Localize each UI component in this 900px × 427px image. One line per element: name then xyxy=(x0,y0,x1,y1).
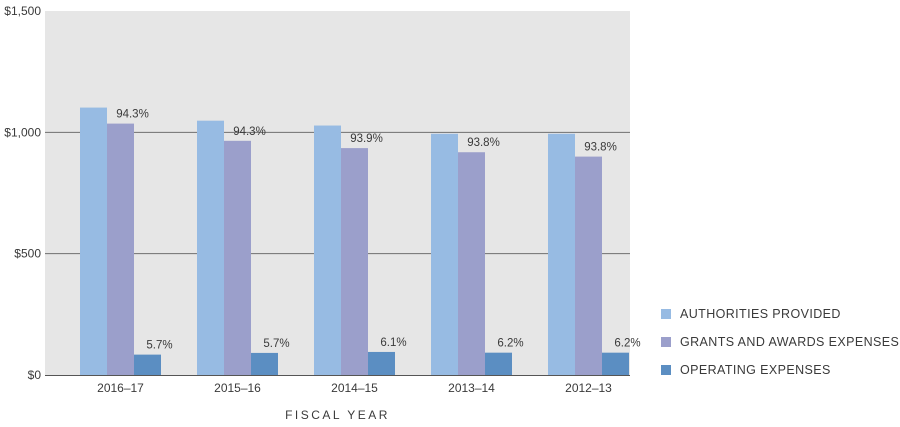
bar xyxy=(107,123,134,375)
legend-swatch-authorities xyxy=(661,309,671,319)
bar xyxy=(134,354,161,375)
y-tick-label: $500 xyxy=(14,247,41,261)
y-tick-label: $0 xyxy=(28,368,42,382)
bar xyxy=(224,140,251,375)
legend-item-operating: OPERATING EXPENSES xyxy=(661,356,899,384)
data-labels: 94.3% 5.7% 94.3% 5.7% 93.9% 6.1% 93.8% 6.2% 93.8… xyxy=(116,109,640,352)
data-label: 5.7% xyxy=(263,338,289,350)
x-tick-label: 2016–17 xyxy=(97,381,144,395)
x-tick-label: 2014–15 xyxy=(331,381,378,395)
x-tick-label: 2012–13 xyxy=(565,381,612,395)
legend-label-authorities: AUTHORITIES PROVIDED xyxy=(680,307,841,321)
bar xyxy=(575,156,602,375)
data-label: 6.2% xyxy=(614,338,640,350)
x-tick-label: 2015–16 xyxy=(214,381,261,395)
data-label: 6.1% xyxy=(380,337,406,349)
bar xyxy=(485,352,512,375)
x-axis-title: FISCAL YEAR xyxy=(285,408,390,422)
data-label: 94.3% xyxy=(233,126,266,138)
bar xyxy=(602,352,629,375)
legend-item-grants: GRANTS AND AWARDS EXPENSES xyxy=(661,328,899,356)
legend-swatch-operating xyxy=(661,365,671,375)
data-label: 93.8% xyxy=(584,142,617,154)
bar xyxy=(80,107,107,376)
bar xyxy=(314,125,341,375)
data-label: 93.8% xyxy=(467,137,500,149)
bar xyxy=(431,133,458,375)
bar xyxy=(197,120,224,375)
data-label: 6.2% xyxy=(497,338,523,350)
legend-label-grants: GRANTS AND AWARDS EXPENSES xyxy=(680,335,900,349)
data-label: 5.7% xyxy=(146,340,172,352)
data-label: 94.3% xyxy=(116,109,149,121)
bar xyxy=(341,148,368,375)
bar xyxy=(548,133,575,375)
legend: AUTHORITIES PROVIDED GRANTS AND AWARDS E… xyxy=(661,300,899,384)
bars xyxy=(80,107,629,376)
legend-swatch-grants xyxy=(661,337,671,347)
y-tick-label: $1,500 xyxy=(4,4,41,18)
x-tick-label: 2013–14 xyxy=(448,381,495,395)
legend-label-operating: OPERATING EXPENSES xyxy=(680,363,831,377)
bar xyxy=(251,352,278,375)
data-label: 93.9% xyxy=(350,133,383,145)
legend-item-authorities: AUTHORITIES PROVIDED xyxy=(661,300,899,328)
bar xyxy=(458,152,485,375)
bar xyxy=(368,351,395,375)
x-axis: 2016–17 2015–16 2014–15 2013–14 2012–13 xyxy=(97,381,612,395)
y-axis: $0 $500 $1,000 $1,500 xyxy=(4,4,41,382)
y-tick-label: $1,000 xyxy=(4,125,41,139)
